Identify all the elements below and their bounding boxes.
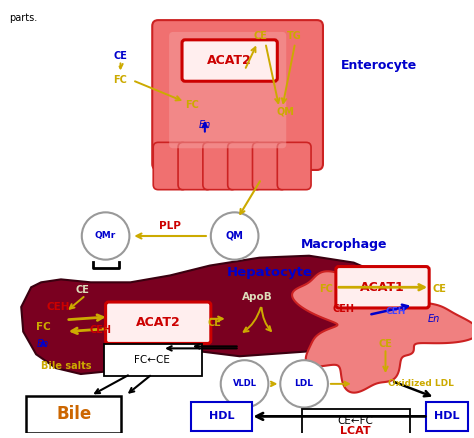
Text: CE: CE (379, 339, 392, 350)
Polygon shape (292, 271, 474, 392)
FancyBboxPatch shape (26, 396, 121, 433)
FancyBboxPatch shape (191, 402, 253, 431)
Text: CEH: CEH (90, 325, 112, 335)
Text: En: En (428, 314, 440, 324)
Polygon shape (21, 256, 398, 374)
FancyBboxPatch shape (152, 20, 323, 170)
Text: FC←CE: FC←CE (134, 355, 170, 365)
Text: QM: QM (226, 231, 244, 241)
Text: En: En (37, 339, 49, 350)
Text: Bile salts: Bile salts (41, 361, 91, 371)
Text: CE: CE (432, 284, 446, 294)
FancyBboxPatch shape (178, 142, 212, 190)
Text: TG: TG (287, 31, 301, 41)
Text: ACAT2: ACAT2 (136, 316, 181, 329)
FancyBboxPatch shape (277, 142, 311, 190)
Text: ApoB: ApoB (242, 292, 273, 302)
FancyBboxPatch shape (253, 142, 286, 190)
Text: Enterocyte: Enterocyte (341, 59, 417, 72)
Text: CE: CE (114, 51, 128, 60)
Circle shape (280, 360, 328, 407)
Text: CEH: CEH (385, 307, 406, 316)
Text: Hepatocyte: Hepatocyte (227, 266, 312, 279)
Text: Oxidized LDL: Oxidized LDL (389, 379, 455, 389)
Text: En: En (199, 120, 211, 130)
FancyBboxPatch shape (106, 302, 211, 343)
Text: CE: CE (254, 31, 267, 41)
FancyBboxPatch shape (104, 344, 202, 376)
Text: Bile: Bile (56, 406, 91, 424)
Circle shape (82, 212, 129, 260)
Text: Macrophage: Macrophage (301, 238, 387, 251)
Text: FC: FC (114, 75, 128, 85)
Text: FC: FC (36, 321, 50, 332)
Text: CEH: CEH (46, 302, 70, 312)
FancyBboxPatch shape (426, 402, 468, 431)
FancyBboxPatch shape (153, 142, 187, 190)
Text: ACAT1: ACAT1 (360, 281, 405, 294)
Text: CE←FC: CE←FC (338, 417, 374, 426)
FancyBboxPatch shape (336, 267, 429, 308)
Text: ACAT2: ACAT2 (207, 54, 252, 67)
Text: HDL: HDL (434, 411, 460, 421)
Text: LDL: LDL (295, 379, 314, 389)
FancyBboxPatch shape (169, 32, 286, 148)
Text: QM: QM (276, 107, 294, 117)
Circle shape (221, 360, 268, 407)
Text: parts.: parts. (9, 13, 37, 23)
FancyBboxPatch shape (182, 40, 277, 81)
Text: PLP: PLP (159, 221, 181, 231)
Text: CEH: CEH (333, 304, 355, 314)
Circle shape (211, 212, 258, 260)
Text: LCAT: LCAT (340, 426, 371, 436)
FancyBboxPatch shape (302, 409, 410, 434)
Text: CE: CE (76, 285, 90, 295)
Text: VLDL: VLDL (233, 379, 256, 389)
FancyBboxPatch shape (228, 142, 262, 190)
Text: FC: FC (185, 100, 199, 110)
FancyBboxPatch shape (203, 142, 237, 190)
Text: CE: CE (208, 318, 222, 328)
Text: FC: FC (319, 284, 333, 294)
Text: HDL: HDL (209, 411, 235, 421)
Text: QMr: QMr (95, 232, 116, 240)
